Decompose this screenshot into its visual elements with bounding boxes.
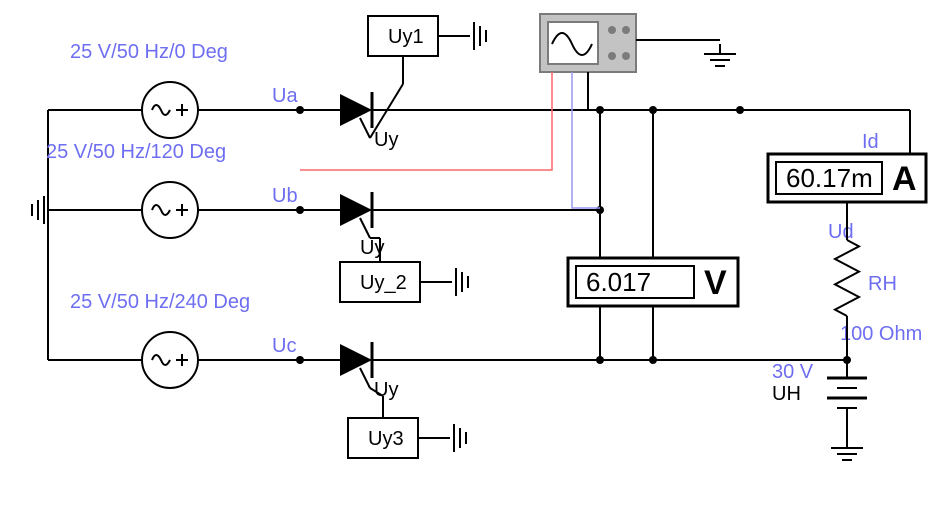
- rh-value: 100 Ohm: [840, 323, 922, 345]
- meter-unit: V: [704, 264, 727, 302]
- uy3-box: Uy3: [368, 428, 404, 450]
- rh-label: RH: [868, 273, 897, 295]
- id-label: Id: [862, 131, 879, 153]
- node-ub: Ub: [272, 185, 298, 207]
- source-c-label: 25 V/50 Hz/240 Deg: [70, 291, 250, 313]
- gate-a: Uy: [374, 129, 398, 151]
- thyristor-icon: [340, 344, 372, 376]
- node-ua: Ua: [272, 85, 298, 107]
- thyristor-icon: [340, 94, 372, 126]
- bat-name: UH: [772, 383, 801, 405]
- meter-value: 6.017: [586, 267, 651, 297]
- bat-voltage: 30 V: [772, 361, 814, 383]
- uy1-box: Uy1: [388, 26, 424, 48]
- source-a-label: 25 V/50 Hz/0 Deg: [70, 41, 228, 63]
- source-b-label: 25 V/50 Hz/120 Deg: [46, 141, 226, 163]
- thyristor-icon: [340, 194, 372, 226]
- node-uc: Uc: [272, 335, 296, 357]
- uy2-box: Uy_2: [360, 272, 407, 294]
- gate-c: Uy: [374, 379, 398, 401]
- meter-unit: A: [892, 160, 917, 198]
- ud-label: Ud: [828, 221, 854, 243]
- meter-value: 60.17m: [786, 163, 873, 193]
